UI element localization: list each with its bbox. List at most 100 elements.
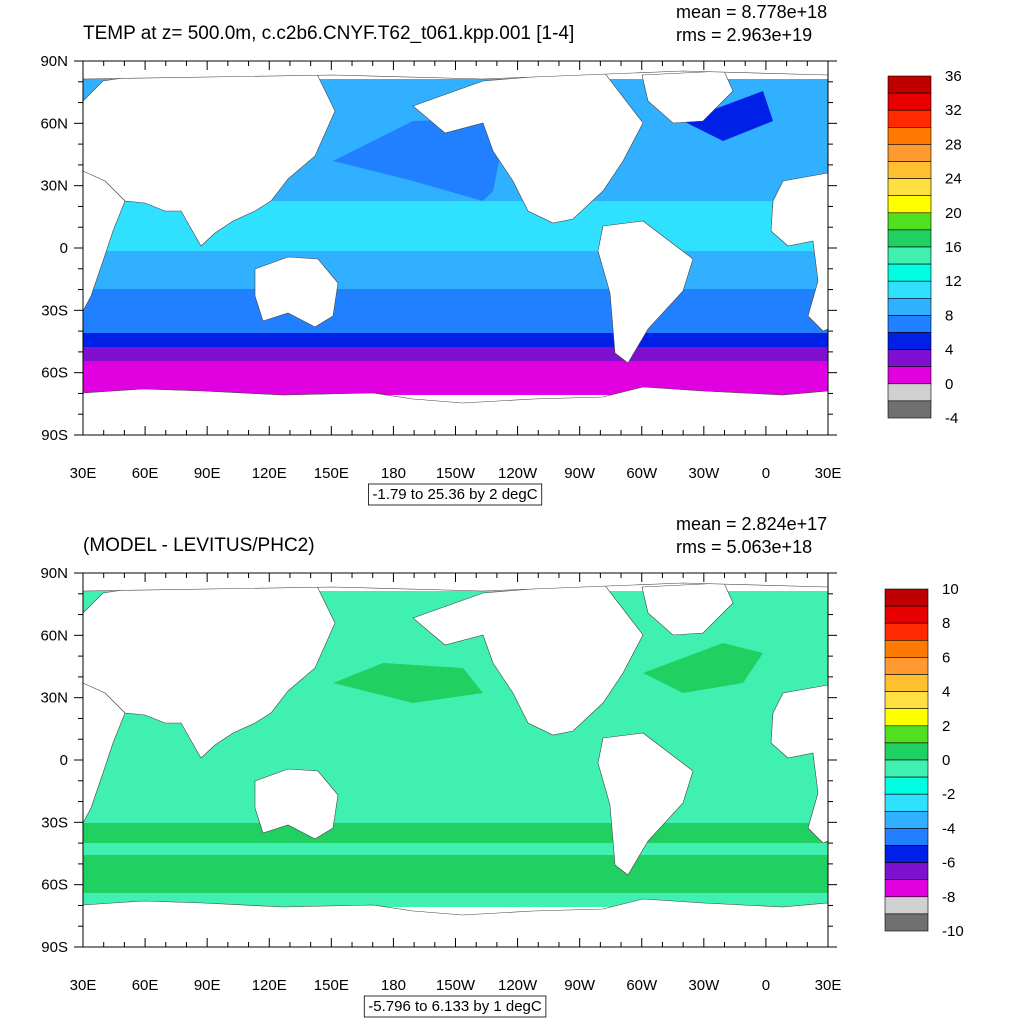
colorbar-label: 28 (945, 136, 962, 153)
colorbar-box (887, 383, 932, 402)
colorbar-label: 20 (945, 205, 962, 222)
colorbar-box (884, 759, 929, 778)
x-tick-label: 0 (762, 465, 770, 482)
colorbar-label: -4 (942, 820, 955, 837)
colorbar-box (887, 280, 932, 299)
x-tick-label: 30E (815, 977, 842, 994)
colorbar-label: 0 (942, 752, 950, 769)
info-label: -5.796 to 6.133 by 1 degC (368, 998, 542, 1015)
colorbar-box (884, 691, 929, 709)
y-tick-label: 60S (41, 877, 68, 894)
colorbar-box (887, 297, 932, 316)
mean-label: mean = 2.824e+17 (676, 514, 827, 534)
ocean-patch (333, 663, 483, 703)
y-tick-label: 90S (41, 427, 68, 444)
colorbar-label: 24 (945, 171, 962, 188)
x-tick-label: 90W (564, 465, 596, 482)
rms-label: rms = 5.063e+18 (676, 537, 812, 557)
colorbar-box (887, 315, 932, 333)
y-tick-label: 60N (40, 115, 68, 132)
x-tick-label: 30E (70, 465, 97, 482)
y-tick-label: 30S (41, 302, 68, 319)
colorbar-label: -2 (942, 786, 955, 803)
colorbar-box (887, 127, 932, 145)
x-tick-label: 60W (626, 465, 658, 482)
x-tick-label: 120W (498, 977, 538, 994)
colorbar-box (884, 862, 929, 880)
info-label: -1.79 to 25.36 by 2 degC (372, 486, 537, 503)
ocean-patch (333, 119, 503, 201)
x-tick-label: 30E (70, 977, 97, 994)
ocean-band (83, 823, 828, 893)
colorbar-box (884, 588, 929, 607)
panel-title: TEMP at z= 500.0m, c.c2b6.CNYF.T62_t061.… (83, 23, 574, 44)
colorbar-box (884, 742, 929, 761)
colorbar-label: 4 (945, 342, 953, 359)
y-tick-label: 60S (41, 365, 68, 382)
colorbar-box (887, 332, 932, 350)
colorbar-box (887, 144, 932, 162)
colorbar-box (884, 913, 929, 932)
x-tick-label: 30W (688, 465, 720, 482)
colorbar-box (884, 605, 929, 624)
colorbar-box (887, 212, 932, 231)
map-panel-bottom (82, 572, 829, 948)
panel-title: (MODEL - LEVITUS/PHC2) (83, 535, 315, 556)
ocean-band (83, 361, 828, 395)
ocean-band (83, 289, 828, 333)
x-tick-label: 150W (436, 465, 476, 482)
x-tick-label: 150W (436, 977, 476, 994)
colorbar-box (884, 828, 929, 846)
colorbar-box (884, 845, 929, 863)
x-tick-label: 150E (314, 465, 349, 482)
colorbar-box (887, 195, 932, 214)
colorbar-label: 2 (942, 718, 950, 735)
x-tick-label: 120E (252, 977, 287, 994)
colorbar-box (887, 178, 932, 197)
colorbar-label: -4 (945, 410, 958, 427)
colorbar-box (887, 349, 932, 368)
colorbar-box (884, 725, 929, 744)
info-box (363, 995, 547, 1018)
colorbar-box (887, 263, 932, 282)
colorbar-box (884, 896, 929, 915)
colorbar-label: -10 (942, 923, 964, 940)
colorbar-box (884, 776, 929, 795)
colorbar-label: 16 (945, 239, 962, 256)
colorbar-label: 36 (945, 68, 962, 85)
x-tick-label: 150E (314, 977, 349, 994)
y-tick-label: 30N (40, 690, 68, 707)
y-tick-label: 0 (60, 240, 68, 257)
colorbar-label: 4 (942, 684, 950, 701)
colorbar-label: -8 (942, 889, 955, 906)
y-tick-label: 30S (41, 814, 68, 831)
y-tick-label: 90N (40, 53, 68, 70)
colorbar-label: 8 (942, 615, 950, 632)
colorbar-box (887, 246, 932, 265)
ocean-band (83, 347, 828, 361)
ocean-band (83, 843, 828, 855)
x-tick-label: 60E (132, 465, 159, 482)
colorbar-box (887, 109, 932, 128)
colorbar-box (887, 75, 932, 94)
x-tick-label: 90W (564, 977, 596, 994)
rms-label: rms = 2.963e+19 (676, 25, 812, 45)
ocean-patch (683, 91, 773, 141)
colorbar-box (884, 793, 929, 812)
colorbar-box (887, 400, 932, 419)
x-tick-label: 60W (626, 977, 658, 994)
colorbar-label: 10 (942, 581, 959, 598)
x-tick-label: 120E (252, 465, 287, 482)
y-tick-label: 30N (40, 178, 68, 195)
x-tick-label: 180 (381, 977, 406, 994)
colorbar-box (887, 161, 932, 179)
x-tick-label: 0 (762, 977, 770, 994)
x-tick-label: 120W (498, 465, 538, 482)
y-tick-label: 60N (40, 627, 68, 644)
info-box (368, 483, 543, 506)
x-tick-label: 180 (381, 465, 406, 482)
colorbar-label: 0 (945, 376, 953, 393)
colorbar-box (884, 674, 929, 692)
x-tick-label: 30W (688, 977, 720, 994)
